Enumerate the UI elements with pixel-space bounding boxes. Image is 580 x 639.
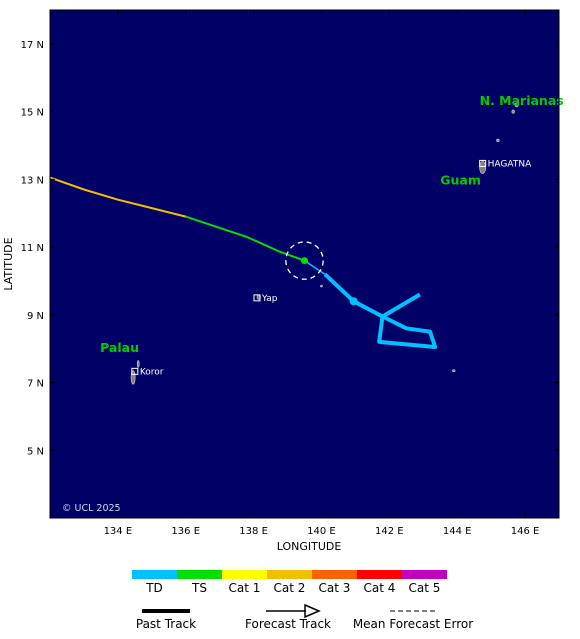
forecast-loop [377,314,438,349]
colorbar-label: TS [191,581,207,595]
colorbar-swatch [177,570,222,579]
place-marker-icon [253,294,261,302]
x-tick-label: 138 E [239,526,268,537]
colorbar-label: Cat 4 [364,581,396,595]
x-tick-label: 136 E [171,526,200,537]
forecast-arrow-icon [304,603,321,619]
forecast-position-marker [349,297,358,306]
colorbar-label: Cat 3 [319,581,351,595]
region-label: Palau [100,340,139,355]
x-tick-label: 134 E [104,526,133,537]
y-tick-label: 9 N [27,311,44,322]
x-axis-title: LONGITUDE [277,540,342,553]
x-tick-label: 146 E [511,526,540,537]
copyright-text: © UCL 2025 [62,503,121,514]
colorbar-label: Cat 2 [274,581,306,595]
y-tick-label: 17 N [21,40,44,51]
x-tick-label: 140 E [307,526,336,537]
past-track-segment [49,176,186,218]
island-shape [479,161,487,174]
place-label: HAGATNA [488,159,532,169]
island-shape [496,138,500,143]
mean-forecast-error-circle [285,241,324,280]
colorbar-swatch [357,570,402,579]
y-tick-label: 15 N [21,108,44,119]
island-shape [511,109,515,114]
place-marker-icon [131,367,139,375]
past-track-segment [185,215,305,262]
current-position-marker [301,257,308,265]
island-shape [136,360,140,368]
legend-forecast-track: Forecast Track [245,603,331,631]
forecast-track-thin [304,259,326,275]
place-marker-icon [479,159,487,167]
x-tick-label: 142 E [375,526,404,537]
y-tick-label: 7 N [27,379,44,390]
colorbar-label: Cat 5 [409,581,441,595]
x-tick-label: 144 E [443,526,472,537]
place-label: Yap [261,294,278,304]
past-track-label: Past Track [136,617,196,631]
colorbar-swatch [402,570,447,579]
colorbar-swatch [132,570,177,579]
legend-past-track: Past Track [136,609,196,631]
y-tick-label: 13 N [21,175,44,186]
intensity-colorbar: TD TS Cat 1 Cat 2 Cat 3 Cat 4 Cat 5 [132,570,447,595]
y-tick-label: 11 N [21,243,44,254]
y-axis-title: LATITUDE [2,237,15,290]
y-tick-label: 5 N [27,446,44,457]
island-shape [320,284,323,288]
island-shape [514,102,519,108]
forecast-track-label: Forecast Track [245,617,331,631]
colorbar-label: TD [145,581,163,595]
track-layer [49,176,438,349]
colorbar-label: Cat 1 [229,581,261,595]
region-label: N. Marianas [480,93,564,108]
colorbar-swatch [312,570,357,579]
legend-mean-forecast-error: Mean Forecast Error [353,610,473,631]
labels-layer: N. Marianas Guam Palau HAGATNA Yap Koror [100,93,564,378]
colorbar-swatch [267,570,312,579]
forecast-track [323,272,421,319]
axis-ticks: 134 E 136 E 138 E 140 E 142 E 144 E 146 E 5 N 7 … [21,10,559,537]
colorbar-swatch [222,570,267,579]
region-label: Guam [440,172,481,187]
island-shape [452,369,456,372]
mean-forecast-error-label: Mean Forecast Error [353,617,473,631]
place-label: Koror [140,367,164,377]
plot-frame [49,9,560,519]
